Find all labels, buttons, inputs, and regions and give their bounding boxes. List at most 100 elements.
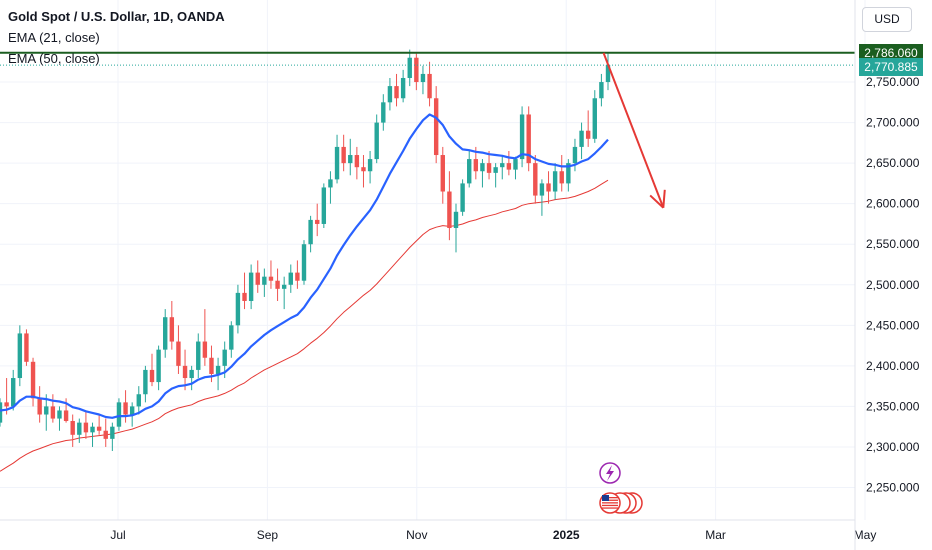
candle-body: [480, 163, 485, 172]
candle-body: [407, 57, 412, 78]
y-tick-label: 2,750.000: [866, 75, 920, 89]
y-tick-label: 2,700.000: [866, 116, 920, 130]
candlestick-layer: [0, 49, 611, 452]
candle-body: [381, 102, 386, 123]
candle-body: [268, 276, 274, 281]
last-price-tag: 2,770.885: [859, 58, 923, 77]
candle-body: [315, 219, 320, 224]
candle-body: [96, 426, 102, 431]
candle-body: [440, 155, 445, 192]
candle-body: [341, 146, 346, 164]
resistance-price-tag: 2,786.060: [859, 43, 923, 62]
x-tick-label: Jul: [110, 528, 125, 542]
candle-body: [57, 410, 62, 419]
candle-body: [163, 317, 168, 350]
candle-body: [83, 422, 89, 433]
candle-body: [334, 146, 340, 180]
candle-body: [400, 77, 406, 99]
candle-body: [433, 98, 439, 156]
candle-body: [4, 402, 9, 407]
candle-body: [506, 163, 512, 170]
candle-body: [281, 284, 287, 289]
candle-body: [90, 426, 95, 433]
candle-body: [427, 73, 432, 99]
candle-body: [176, 341, 181, 366]
candle-body: [533, 163, 538, 196]
candle-body: [103, 430, 108, 439]
y-tick-label: 2,550.000: [866, 237, 920, 251]
ema50-legend[interactable]: EMA (50, close): [8, 51, 100, 66]
candle-body: [585, 130, 591, 139]
candle-body: [453, 211, 459, 229]
candle-body: [156, 349, 161, 383]
candle-body: [559, 171, 564, 184]
candle-body: [308, 219, 313, 245]
candle-body: [143, 369, 148, 395]
y-tick-label: 2,400.000: [866, 359, 920, 373]
candle-body: [0, 402, 3, 423]
lightning-bolt-icon: [606, 465, 614, 481]
candle-body: [486, 163, 492, 173]
candle-body: [579, 130, 584, 147]
candle-body: [592, 98, 597, 139]
y-tick-label: 2,500.000: [866, 278, 920, 292]
x-tick-label: Nov: [406, 528, 427, 542]
ema21-line: [0, 113, 609, 419]
candle-body: [215, 365, 221, 374]
forecast-arrow-line: [602, 52, 665, 209]
candle-body: [169, 317, 175, 342]
candle-body: [328, 179, 333, 188]
candle-body: [242, 292, 247, 301]
candle-body: [136, 394, 141, 407]
candle-body: [566, 163, 571, 184]
candle-body: [77, 422, 82, 435]
ema21-layer: [0, 113, 609, 419]
candle-body: [414, 57, 419, 83]
candle-body: [123, 402, 128, 415]
candle-body: [519, 114, 525, 160]
candle-body: [420, 73, 426, 83]
candle-body: [275, 280, 280, 289]
candle-body: [348, 155, 353, 164]
symbol-title[interactable]: Gold Spot / U.S. Dollar, 1D, OANDA: [8, 9, 225, 24]
currency-button[interactable]: USD: [862, 7, 912, 32]
candle-body: [467, 159, 472, 184]
forecast-arrowhead: [662, 189, 666, 208]
us-flag-stripe: [602, 502, 618, 504]
ema21-legend[interactable]: EMA (21, close): [8, 30, 100, 45]
candle-body: [30, 361, 36, 399]
candle-body: [37, 398, 42, 415]
ema50-layer: [0, 179, 609, 472]
y-tick-label: 2,450.000: [866, 318, 920, 332]
candle-body: [526, 114, 531, 164]
candle-body: [235, 292, 241, 326]
candle-body: [229, 325, 234, 350]
candle-body: [24, 333, 29, 362]
candle-body: [552, 171, 558, 192]
candle-body: [460, 183, 465, 212]
candle-body: [301, 244, 307, 281]
candle-body: [110, 426, 115, 439]
candle-body: [387, 86, 393, 103]
candle-body: [116, 402, 122, 427]
ema50-line: [0, 179, 609, 472]
candle-body: [63, 410, 69, 422]
overlay-layer: [0, 51, 855, 514]
candle-body: [513, 159, 518, 170]
y-tick-label: 2,250.000: [866, 481, 920, 495]
candle-body: [500, 163, 505, 168]
y-tick-label: 2,650.000: [866, 156, 920, 170]
chart-grid: [0, 0, 866, 520]
y-tick-label: 2,300.000: [866, 440, 920, 454]
us-flag-stripe: [602, 504, 618, 507]
candle-body: [11, 378, 16, 407]
y-tick-label: 2,350.000: [866, 399, 920, 413]
x-tick-label: Mar: [705, 528, 726, 542]
x-tick-label: 2025: [553, 528, 580, 542]
candle-body: [321, 187, 327, 224]
candle-body: [248, 272, 254, 301]
x-tick-label: Sep: [257, 528, 279, 542]
candle-body: [447, 191, 452, 229]
